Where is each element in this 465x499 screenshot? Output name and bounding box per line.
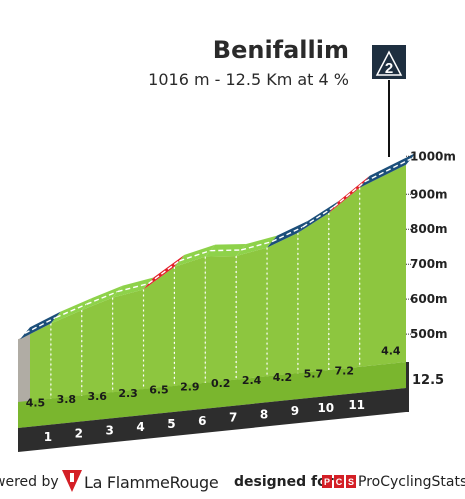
base-end-cap	[406, 362, 409, 412]
svg-text:S: S	[348, 477, 354, 487]
altitude-label: 700m	[410, 257, 448, 271]
gradient-label: 4.2	[273, 371, 293, 384]
profile-dotted-lines	[50, 187, 361, 399]
segment-side-face	[359, 164, 406, 367]
ribbon-centerline	[179, 250, 211, 262]
gradient-labels: 4.5 3.8 3.6 2.3 6.5 2.9 0.2 2.4 4.2 5.7 7.2 4.4	[26, 344, 401, 409]
km-label: 7	[229, 411, 237, 425]
altitude-label: 900m	[410, 187, 448, 201]
climb-title: Benifallim	[212, 36, 349, 64]
gradient-label: 4.4	[381, 344, 401, 357]
gradient-label: 2.3	[118, 387, 138, 400]
category-badge: 2	[372, 45, 406, 157]
powered-by-text: wered by	[0, 474, 59, 490]
segment-side-face	[50, 310, 82, 399]
altitude-axis: 12.5 500m 600m 700m 800m 900m 1000m	[406, 149, 456, 388]
climb-subtitle: 1016 m - 12.5 Km at 4 %	[148, 70, 349, 89]
segment-side-face	[81, 297, 113, 396]
gradient-label: 2.9	[180, 380, 200, 393]
segment-side-face	[328, 187, 360, 370]
segment-side-face	[297, 212, 329, 374]
gradient-label: 2.4	[242, 374, 262, 387]
ribbon-centerline	[86, 290, 118, 305]
ribbon-segment	[112, 277, 154, 298]
profile-base	[18, 362, 409, 452]
gradient-label: 0.2	[211, 377, 231, 390]
ribbon-centerline	[302, 206, 335, 228]
climb-profile-chart: 4.5 3.8 3.6 2.3 6.5 2.9 0.2 2.4 4.2 5.7 7.2 4.4 1 2 3…	[18, 45, 456, 452]
ribbon-centerline	[55, 303, 88, 319]
ribbon-centerline	[364, 158, 412, 183]
ribbon-segment	[205, 243, 247, 257]
mountain-icon	[375, 50, 403, 76]
gradient-label: 4.5	[26, 396, 46, 409]
gradient-label: 7.2	[334, 364, 354, 377]
altitude-label: 600m	[410, 292, 448, 306]
altitude-label: 1000m	[410, 149, 456, 163]
km-label: 9	[291, 404, 299, 418]
km-label: 5	[167, 417, 175, 431]
segment-side-face	[112, 289, 144, 393]
gradient-label: 3.6	[87, 390, 107, 403]
pcs-logo-icon: P C S	[322, 475, 356, 488]
km-label: 11	[348, 398, 365, 412]
flamme-rouge-logo-icon	[62, 470, 82, 492]
altitude-label: 800m	[410, 222, 448, 236]
altitude-label: 500m	[410, 327, 448, 341]
km-label: 10	[317, 401, 334, 415]
category-badge-text: 2	[385, 60, 393, 77]
ribbon-centerline	[117, 282, 149, 293]
km-label: 6	[198, 414, 206, 428]
segment-side-face	[143, 266, 175, 390]
svg-text:C: C	[336, 477, 343, 487]
flamme-rouge-brand[interactable]: La FlammeRouge	[84, 473, 219, 492]
segment-side-face	[236, 247, 268, 380]
gradient-label: 6.5	[149, 384, 169, 397]
km-label: 8	[260, 407, 268, 421]
footer: wered by La FlammeRouge designed for P C…	[0, 468, 465, 499]
segment-side-face	[267, 232, 298, 377]
ribbon-centerline	[210, 249, 242, 252]
ribbon-centerline	[240, 240, 273, 251]
ribbon-centerline	[148, 260, 180, 285]
km-label: 4	[136, 420, 144, 434]
ribbon-centerline	[24, 316, 57, 334]
gradient-label: 5.7	[304, 368, 324, 381]
svg-text:P: P	[324, 477, 330, 487]
start-edge-face	[18, 334, 30, 406]
segment-side-face	[174, 256, 206, 386]
km-label: 1	[44, 430, 52, 444]
km-base-band	[18, 388, 406, 452]
designed-for-text: designed for	[234, 474, 334, 490]
ribbon-centerline	[333, 181, 366, 208]
profile-ribbon	[20, 152, 416, 340]
km-label: 2	[75, 427, 83, 441]
pcs-name[interactable]: ProCyclingStats	[358, 474, 465, 490]
segment-side-face	[205, 255, 237, 383]
gradient-label: 3.8	[57, 393, 77, 406]
gradient-band	[18, 362, 406, 428]
profile-side-faces	[18, 164, 406, 406]
km-label: 3	[105, 423, 113, 437]
ribbon-centerline	[271, 226, 304, 243]
distance-label: 12.5	[412, 373, 444, 388]
km-labels: 1 2 3 4 5 6 7 8 9 10 11	[44, 398, 365, 444]
